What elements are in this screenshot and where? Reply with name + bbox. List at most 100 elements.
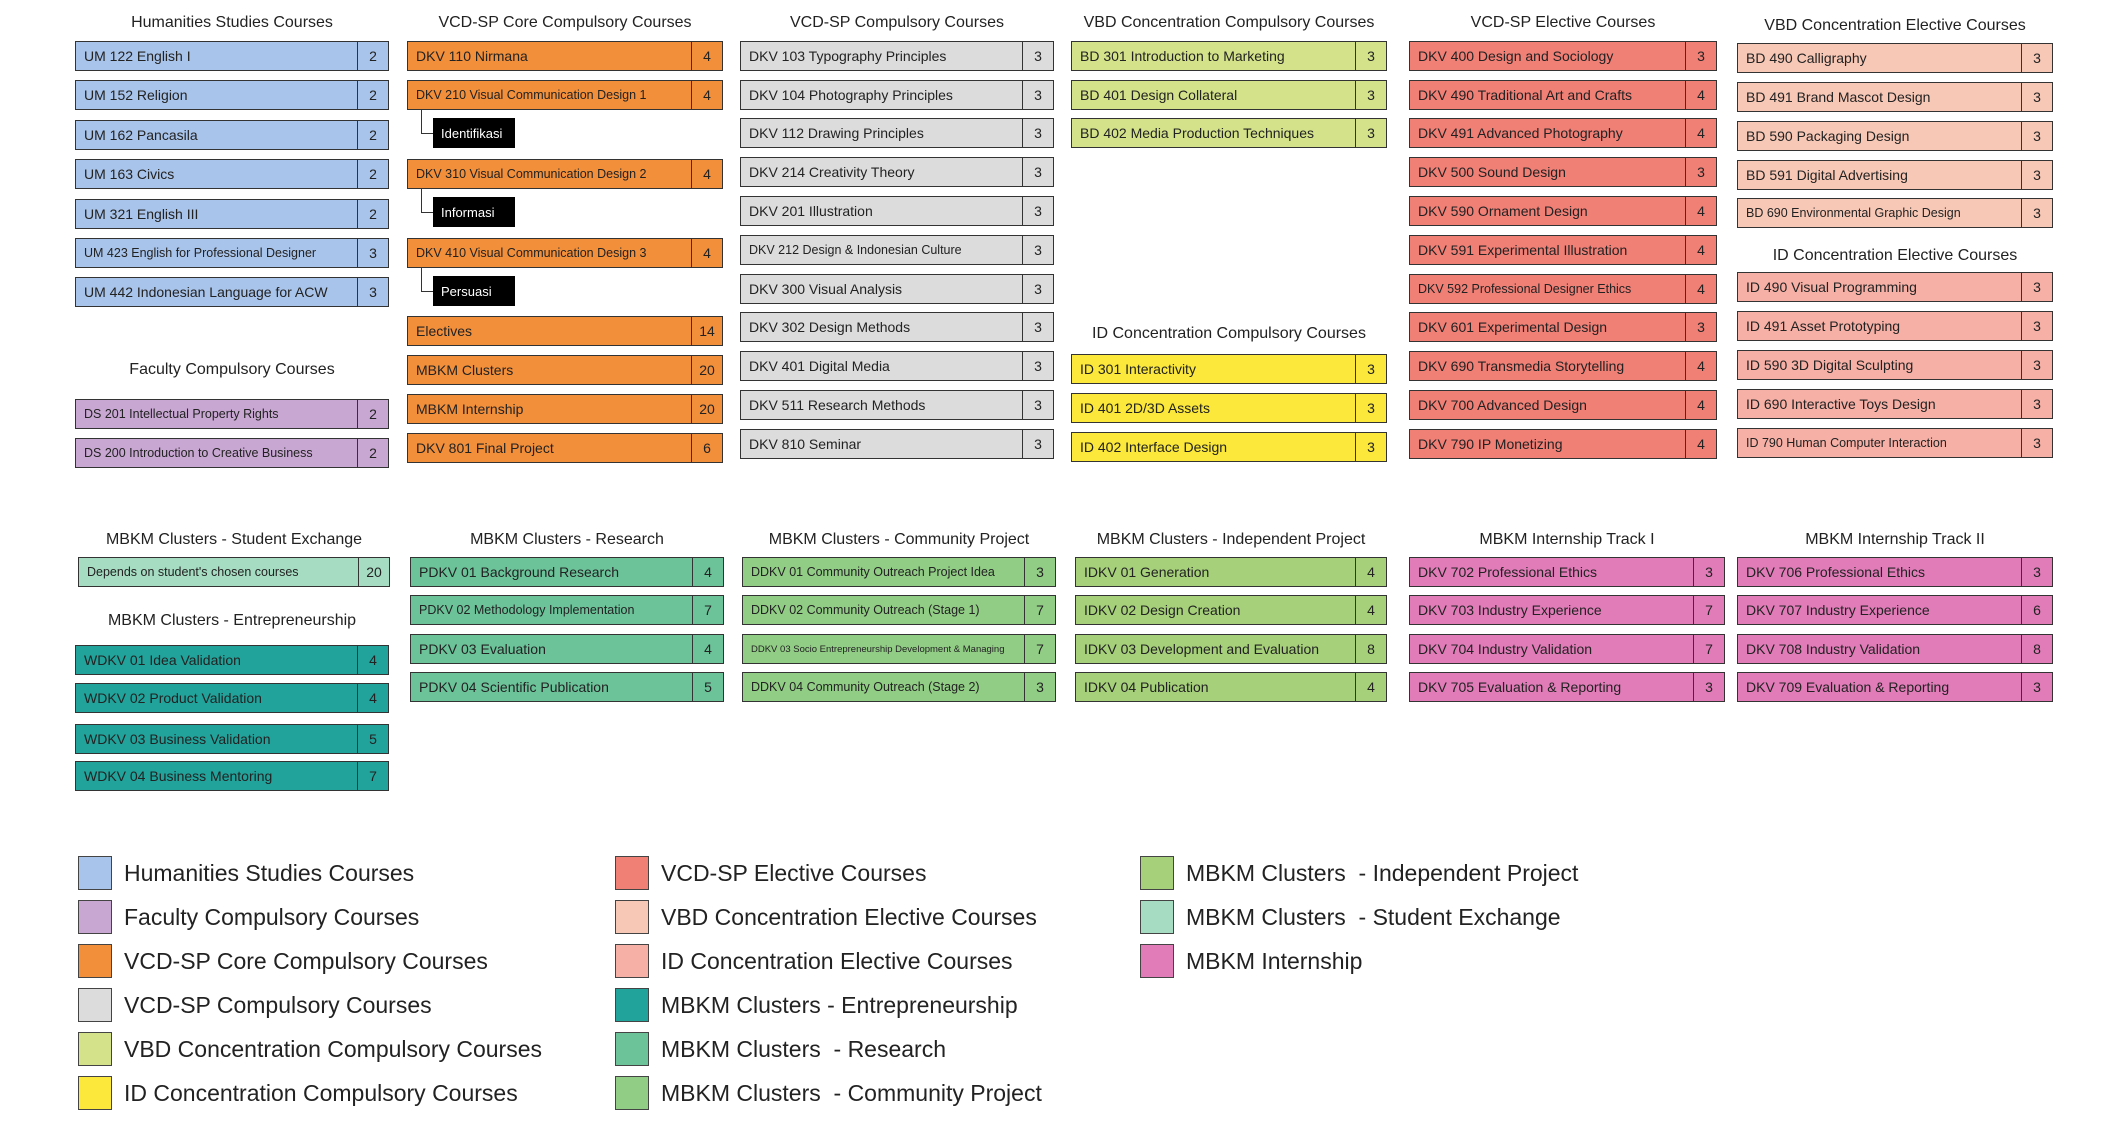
course-name: ID 402 Interface Design [1080,439,1228,455]
course-box: DKV 110 Nirmana 4 [407,41,723,71]
course-credits: 4 [1355,558,1386,586]
course-credits: 3 [357,278,388,306]
course-credits: 3 [1024,673,1055,701]
course-box: ID 490 Visual Programming 3 [1737,272,2053,302]
course-name: BD 591 Digital Advertising [1746,167,1908,183]
course-credits: 3 [1693,558,1724,586]
legend-label: MBKM Clusters - Research [661,1035,947,1062]
legend-item: VCD-SP Compulsory Courses [78,988,432,1022]
course-credits: 4 [691,160,722,188]
course-credits: 4 [691,81,722,109]
course-box: BD 590 Packaging Design 3 [1737,121,2053,151]
course-box: ID 491 Asset Prototyping 3 [1737,311,2053,341]
course-name: UM 423 English for Professional Designer [84,246,317,260]
course-box: DS 201 Intellectual Property Rights 2 [75,399,389,429]
legend-label: VCD-SP Elective Courses [661,859,927,886]
course-name: MBKM Internship [416,401,524,417]
legend-swatch [615,988,649,1022]
course-name: DKV 302 Design Methods [749,319,911,335]
course-credits: 3 [2021,199,2052,227]
course-box: IDKV 01 Generation 4 [1075,557,1387,587]
course-box: DKV 708 Industry Validation 8 [1737,634,2053,664]
course-name: PDKV 01 Background Research [419,564,619,580]
course-name: DKV 709 Evaluation & Reporting [1746,679,1950,695]
course-name: WDKV 04 Business Mentoring [84,768,273,784]
course-credits: 3 [1022,313,1053,341]
course-credits: 5 [692,673,723,701]
course-box: PDKV 04 Scientific Publication 5 [410,672,724,702]
course-name: BD 401 Design Collateral [1080,87,1238,103]
course-box: DKV 709 Evaluation & Reporting 3 [1737,672,2053,702]
course-name: Depends on student's chosen courses [87,565,299,579]
course-credits: 3 [2021,44,2052,72]
course-name: UM 442 Indonesian Language for ACW [84,284,328,300]
course-box: DKV 706 Professional Ethics 3 [1737,557,2053,587]
group-title: MBKM Clusters - Independent Project [1096,531,1366,548]
legend-label: MBKM Clusters - Student Exchange [1186,903,1561,930]
course-name: ID 490 Visual Programming [1746,279,1917,295]
course-name: UM 163 Civics [84,166,175,182]
course-credits: 3 [1693,673,1724,701]
course-name: DKV 790 IP Monetizing [1418,436,1563,452]
legend-swatch [1140,856,1174,890]
course-name: DKV 810 Seminar [749,436,862,452]
course-credits: 3 [1355,119,1386,147]
course-name: DKV 700 Advanced Design [1418,397,1587,413]
course-credits: 2 [357,42,388,70]
group-title: VCD-SP Elective Courses [1470,14,1656,31]
course-name: DKV 704 Industry Validation [1418,641,1593,657]
course-credits: 4 [1355,673,1386,701]
course-credits: 6 [2021,596,2052,624]
course-name: IDKV 03 Development and Evaluation [1084,641,1320,657]
course-box: DKV 601 Experimental Design 3 [1409,312,1717,342]
course-credits: 3 [1022,81,1053,109]
course-box: DDKV 01 Community Outreach Project Idea 3 [742,557,1056,587]
course-name: DKV 706 Professional Ethics [1746,564,1925,580]
legend-label: VCD-SP Core Compulsory Courses [124,947,488,974]
course-name: DKV 201 Illustration [749,203,873,219]
course-credits: 7 [1693,635,1724,663]
course-credits: 4 [692,558,723,586]
course-credits: 8 [1355,635,1386,663]
course-credits: 3 [1022,42,1053,70]
course-box: BD 301 Introduction to Marketing 3 [1071,41,1387,71]
course-credits: 3 [2021,429,2052,457]
course-box: DS 200 Introduction to Creative Business… [75,438,389,468]
course-box: DDKV 04 Community Outreach (Stage 2) 3 [742,672,1056,702]
subtopic-connector [421,110,442,134]
legend-label: MBKM Internship [1186,947,1363,974]
course-name: DKV 511 Research Methods [749,397,926,413]
course-name: DKV 212 Design & Indonesian Culture [749,243,962,257]
course-box: UM 162 Pancasila 2 [75,120,389,150]
course-credits: 4 [1685,119,1716,147]
course-credits: 3 [1355,433,1386,461]
subtopic-connector [421,189,442,213]
course-credits: 4 [691,42,722,70]
legend-item: MBKM Internship [1140,944,1362,978]
subtopic-box: Identifikasi [433,118,515,148]
course-name: DKV 601 Experimental Design [1418,319,1608,335]
course-name: ID 690 Interactive Toys Design [1746,396,1936,412]
course-name: DKV 703 Industry Experience [1418,602,1602,618]
course-box: DKV 104 Photography Principles 3 [740,80,1054,110]
course-credits: 2 [357,81,388,109]
course-name: DKV 590 Ornament Design [1418,203,1588,219]
legend-label: MBKM Clusters - Independent Project [1186,859,1579,886]
course-box: DKV 490 Traditional Art and Crafts 4 [1409,80,1717,110]
legend-item: MBKM Clusters - Community Project [615,1076,1042,1110]
course-name: DKV 490 Traditional Art and Crafts [1418,87,1632,103]
course-box: UM 321 English III 2 [75,199,389,229]
course-box: DKV 400 Design and Sociology 3 [1409,41,1717,71]
course-box: DKV 212 Design & Indonesian Culture 3 [740,235,1054,265]
group-title: ID Concentration Compulsory Courses [1092,325,1366,342]
course-name: BD 490 Calligraphy [1746,50,1867,66]
course-credits: 7 [1024,635,1055,663]
course-credits: 4 [1685,430,1716,458]
course-name: PDKV 04 Scientific Publication [419,679,609,695]
legend-label: Faculty Compulsory Courses [124,903,420,930]
course-box: BD 591 Digital Advertising 3 [1737,160,2053,190]
legend-label: MBKM Clusters - Entrepreneurship [661,991,1018,1018]
course-credits: 7 [692,596,723,624]
course-name: ID 491 Asset Prototyping [1746,318,1901,334]
course-name: DDKV 04 Community Outreach (Stage 2) [751,680,980,694]
